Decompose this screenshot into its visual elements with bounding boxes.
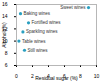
svg-text:Sparkling wines: Sparkling wines	[26, 29, 58, 34]
svg-text:14: 14	[2, 13, 8, 19]
svg-text:8: 8	[5, 50, 8, 56]
svg-text:Table wines: Table wines	[22, 39, 46, 44]
svg-text:0: 0	[15, 73, 18, 79]
svg-text:2: 2	[31, 73, 34, 79]
svg-text:Fortified wines: Fortified wines	[32, 20, 62, 25]
svg-text:Residual sugar (%): Residual sugar (%)	[35, 75, 78, 81]
svg-text:8: 8	[79, 73, 82, 79]
svg-text:10: 10	[94, 73, 100, 79]
svg-text:Sweet wines: Sweet wines	[60, 5, 86, 10]
svg-text:Alcohol (%): Alcohol (%)	[1, 22, 7, 48]
svg-text:6: 6	[5, 62, 8, 68]
svg-text:16: 16	[2, 1, 8, 7]
svg-text:Baking wines: Baking wines	[24, 11, 51, 16]
svg-text:Still wines: Still wines	[28, 48, 49, 53]
